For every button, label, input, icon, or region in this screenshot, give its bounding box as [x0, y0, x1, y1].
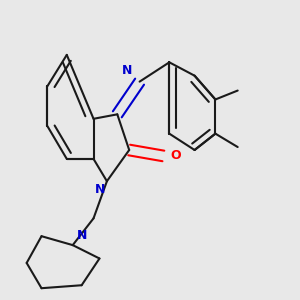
Text: N: N	[77, 229, 88, 242]
Text: N: N	[122, 64, 132, 77]
Text: O: O	[170, 149, 181, 162]
Text: N: N	[95, 183, 105, 196]
